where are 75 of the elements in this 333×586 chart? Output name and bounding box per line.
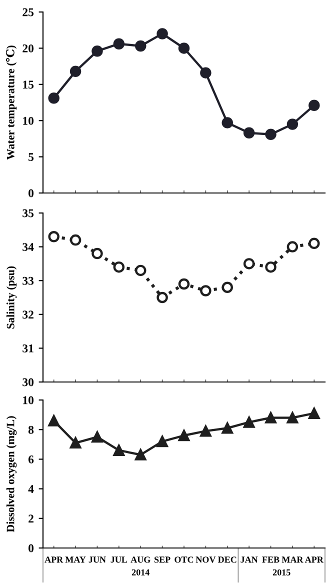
point xyxy=(156,28,168,40)
point xyxy=(286,118,298,130)
x-tick-label: DEC xyxy=(218,556,236,563)
point xyxy=(178,430,190,442)
text: 2015 xyxy=(272,569,290,576)
point xyxy=(265,261,276,273)
y-tick-label: 32 xyxy=(22,310,34,319)
point xyxy=(200,285,212,296)
point xyxy=(200,425,212,437)
point xyxy=(178,42,190,54)
x-tick-label: AUG xyxy=(130,556,150,563)
point xyxy=(48,415,60,426)
x-tick-label: SEP xyxy=(154,556,170,563)
point xyxy=(113,261,125,273)
point xyxy=(113,444,125,456)
point xyxy=(70,234,82,246)
y-tick-label: 0 xyxy=(28,544,34,552)
y-tick-label: 10 xyxy=(23,116,34,125)
y-axis-title: Salinity (psu) xyxy=(6,266,17,329)
point xyxy=(156,292,168,304)
point xyxy=(178,278,190,290)
x-tick-label: NOV xyxy=(196,556,216,563)
y-tick-label: 15 xyxy=(23,80,34,89)
point xyxy=(134,264,146,276)
x-tick-label: APR xyxy=(304,556,324,563)
y-tick-label: 4 xyxy=(28,485,34,493)
point xyxy=(92,431,103,443)
y-tick-label: 34 xyxy=(22,243,34,252)
y-tick-label: 8 xyxy=(28,426,34,434)
point xyxy=(286,412,298,424)
x-tick-label: JUN xyxy=(88,556,106,563)
y-tick-label: 5 xyxy=(28,153,34,162)
y-tick-label: 30 xyxy=(22,378,34,386)
y-tick-label: 20 xyxy=(22,44,34,52)
point xyxy=(243,416,255,428)
point xyxy=(308,100,320,112)
point xyxy=(308,408,320,419)
point xyxy=(222,117,234,128)
y-tick-label: 25 xyxy=(22,8,34,16)
point xyxy=(265,412,276,424)
y-tick-label: 6 xyxy=(28,455,34,464)
point xyxy=(113,38,125,50)
y-tick-label: 31 xyxy=(22,344,34,352)
point xyxy=(92,45,103,57)
point xyxy=(308,238,320,250)
point xyxy=(265,128,276,140)
point xyxy=(70,66,82,77)
y-axis-title: Dissolved oxygen (mg/L) xyxy=(6,416,17,532)
point xyxy=(200,67,212,78)
text: 2014 xyxy=(132,569,150,576)
y-axis-title: Water temperature (℃) xyxy=(6,46,17,160)
point xyxy=(48,92,60,104)
point xyxy=(156,436,168,448)
point xyxy=(134,40,146,52)
point xyxy=(243,258,255,270)
x-tick-label: MAR xyxy=(282,556,304,563)
point xyxy=(70,437,82,449)
y-tick-label: 35 xyxy=(22,209,34,218)
y-tick-label: 10 xyxy=(23,396,34,404)
x-tick-label: OTC xyxy=(174,556,194,563)
x-tick-label: APR xyxy=(44,556,64,563)
point xyxy=(286,241,298,252)
x-tick-label: MAY xyxy=(65,556,86,563)
x-tick-label: JAN xyxy=(240,556,258,563)
x-tick-label: JUL xyxy=(110,556,128,563)
point xyxy=(48,231,60,242)
point xyxy=(243,127,255,139)
point xyxy=(222,282,234,293)
y-tick-label: 2 xyxy=(28,514,34,522)
point xyxy=(134,449,146,460)
point xyxy=(222,422,234,434)
point xyxy=(92,248,103,260)
y-tick-label: 33 xyxy=(22,276,34,285)
x-tick-label: FEB xyxy=(262,556,280,563)
y-tick-label: 0 xyxy=(28,189,34,198)
